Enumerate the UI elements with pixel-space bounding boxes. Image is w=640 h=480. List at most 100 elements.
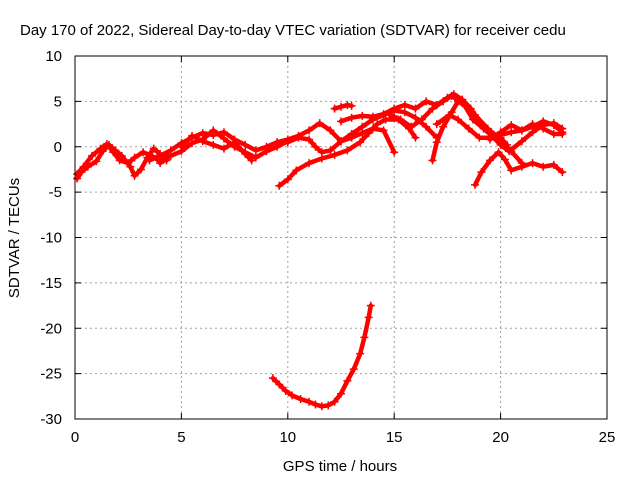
data-point — [230, 138, 239, 147]
data-point — [432, 120, 441, 129]
data-point — [273, 138, 282, 147]
data-point — [311, 142, 320, 151]
x-tick-label: 25 — [599, 429, 616, 446]
data-point — [262, 147, 271, 156]
data-point — [390, 148, 399, 157]
data-point — [102, 140, 111, 149]
data-point — [330, 104, 339, 113]
data-point — [500, 155, 509, 164]
data-point — [305, 159, 314, 168]
data-point — [275, 181, 284, 190]
data-point — [79, 162, 88, 171]
x-axis-label: GPS time / hours — [283, 458, 397, 475]
data-point — [219, 144, 228, 153]
data-point — [343, 101, 352, 110]
y-tick-label: 10 — [45, 48, 62, 65]
data-point — [358, 111, 367, 120]
series-track-04 — [156, 126, 292, 168]
data-point — [390, 104, 399, 113]
data-point — [428, 104, 437, 113]
data-point — [241, 150, 250, 159]
data-point — [347, 101, 356, 110]
data-point — [251, 146, 260, 155]
data-point — [305, 126, 314, 135]
data-point — [177, 142, 186, 151]
data-point — [347, 113, 356, 122]
data-point — [288, 391, 297, 400]
axis-ticks — [74, 55, 608, 420]
data-point — [92, 157, 101, 166]
data-point — [381, 115, 390, 124]
data-point — [317, 154, 326, 163]
series-line — [285, 108, 440, 155]
data-point — [422, 122, 431, 131]
series-track-08 — [275, 115, 420, 190]
data-point — [439, 122, 448, 131]
data-point — [247, 156, 256, 165]
data-point — [311, 400, 320, 409]
data-point — [139, 148, 148, 157]
data-point — [166, 151, 175, 160]
data-point — [447, 108, 456, 117]
data-point — [411, 133, 420, 142]
data-point — [283, 138, 292, 147]
data-point — [209, 140, 218, 149]
data-point — [373, 120, 382, 129]
data-point — [349, 365, 358, 374]
data-point — [471, 180, 480, 189]
data-point — [117, 151, 126, 160]
series-track-15 — [485, 120, 567, 144]
data-point — [549, 130, 558, 139]
data-point — [156, 151, 165, 160]
series-track-07 — [283, 106, 441, 157]
data-point — [400, 101, 409, 110]
data-point — [324, 401, 333, 410]
data-point — [136, 165, 145, 174]
data-series — [73, 90, 567, 411]
data-point — [296, 395, 305, 404]
data-point — [517, 126, 526, 135]
series-track-09 — [330, 101, 356, 113]
data-point — [251, 153, 260, 162]
data-point — [73, 169, 82, 178]
data-point — [496, 128, 505, 137]
data-point — [407, 122, 416, 131]
data-point — [368, 112, 377, 121]
data-point — [305, 135, 314, 144]
data-point — [396, 115, 405, 124]
y-tick-labels: -30 -25 -20 -15 -10 -5 0 5 10 — [40, 48, 62, 428]
data-point — [447, 91, 456, 100]
y-tick-label: 5 — [54, 93, 62, 110]
data-point — [96, 144, 105, 153]
y-tick-label: -10 — [40, 230, 62, 247]
data-point — [422, 97, 431, 106]
data-point — [343, 376, 352, 385]
data-point — [549, 160, 558, 169]
y-tick-label: -25 — [40, 366, 62, 383]
data-point — [505, 147, 514, 156]
data-point — [317, 402, 326, 411]
data-point — [475, 133, 484, 142]
data-point — [379, 126, 388, 135]
data-point — [115, 156, 124, 165]
chart-title: Day 170 of 2022, Sidereal Day-to-day VTE… — [20, 22, 566, 39]
y-tick-label: -15 — [40, 275, 62, 292]
y-tick-label: -30 — [40, 411, 62, 428]
series-track-14 — [471, 148, 567, 189]
data-point — [517, 162, 526, 171]
data-point — [496, 140, 505, 149]
data-point — [330, 397, 339, 406]
data-point — [539, 124, 548, 133]
data-point — [145, 156, 154, 165]
data-point — [494, 148, 503, 157]
data-point — [439, 97, 448, 106]
data-point — [385, 110, 394, 119]
data-point — [517, 137, 526, 146]
data-point — [411, 113, 420, 122]
data-point — [209, 126, 218, 135]
data-point — [109, 148, 118, 157]
y-tick-label: -5 — [49, 184, 62, 201]
data-point — [558, 130, 567, 139]
data-point — [283, 175, 292, 184]
data-point — [188, 139, 197, 148]
